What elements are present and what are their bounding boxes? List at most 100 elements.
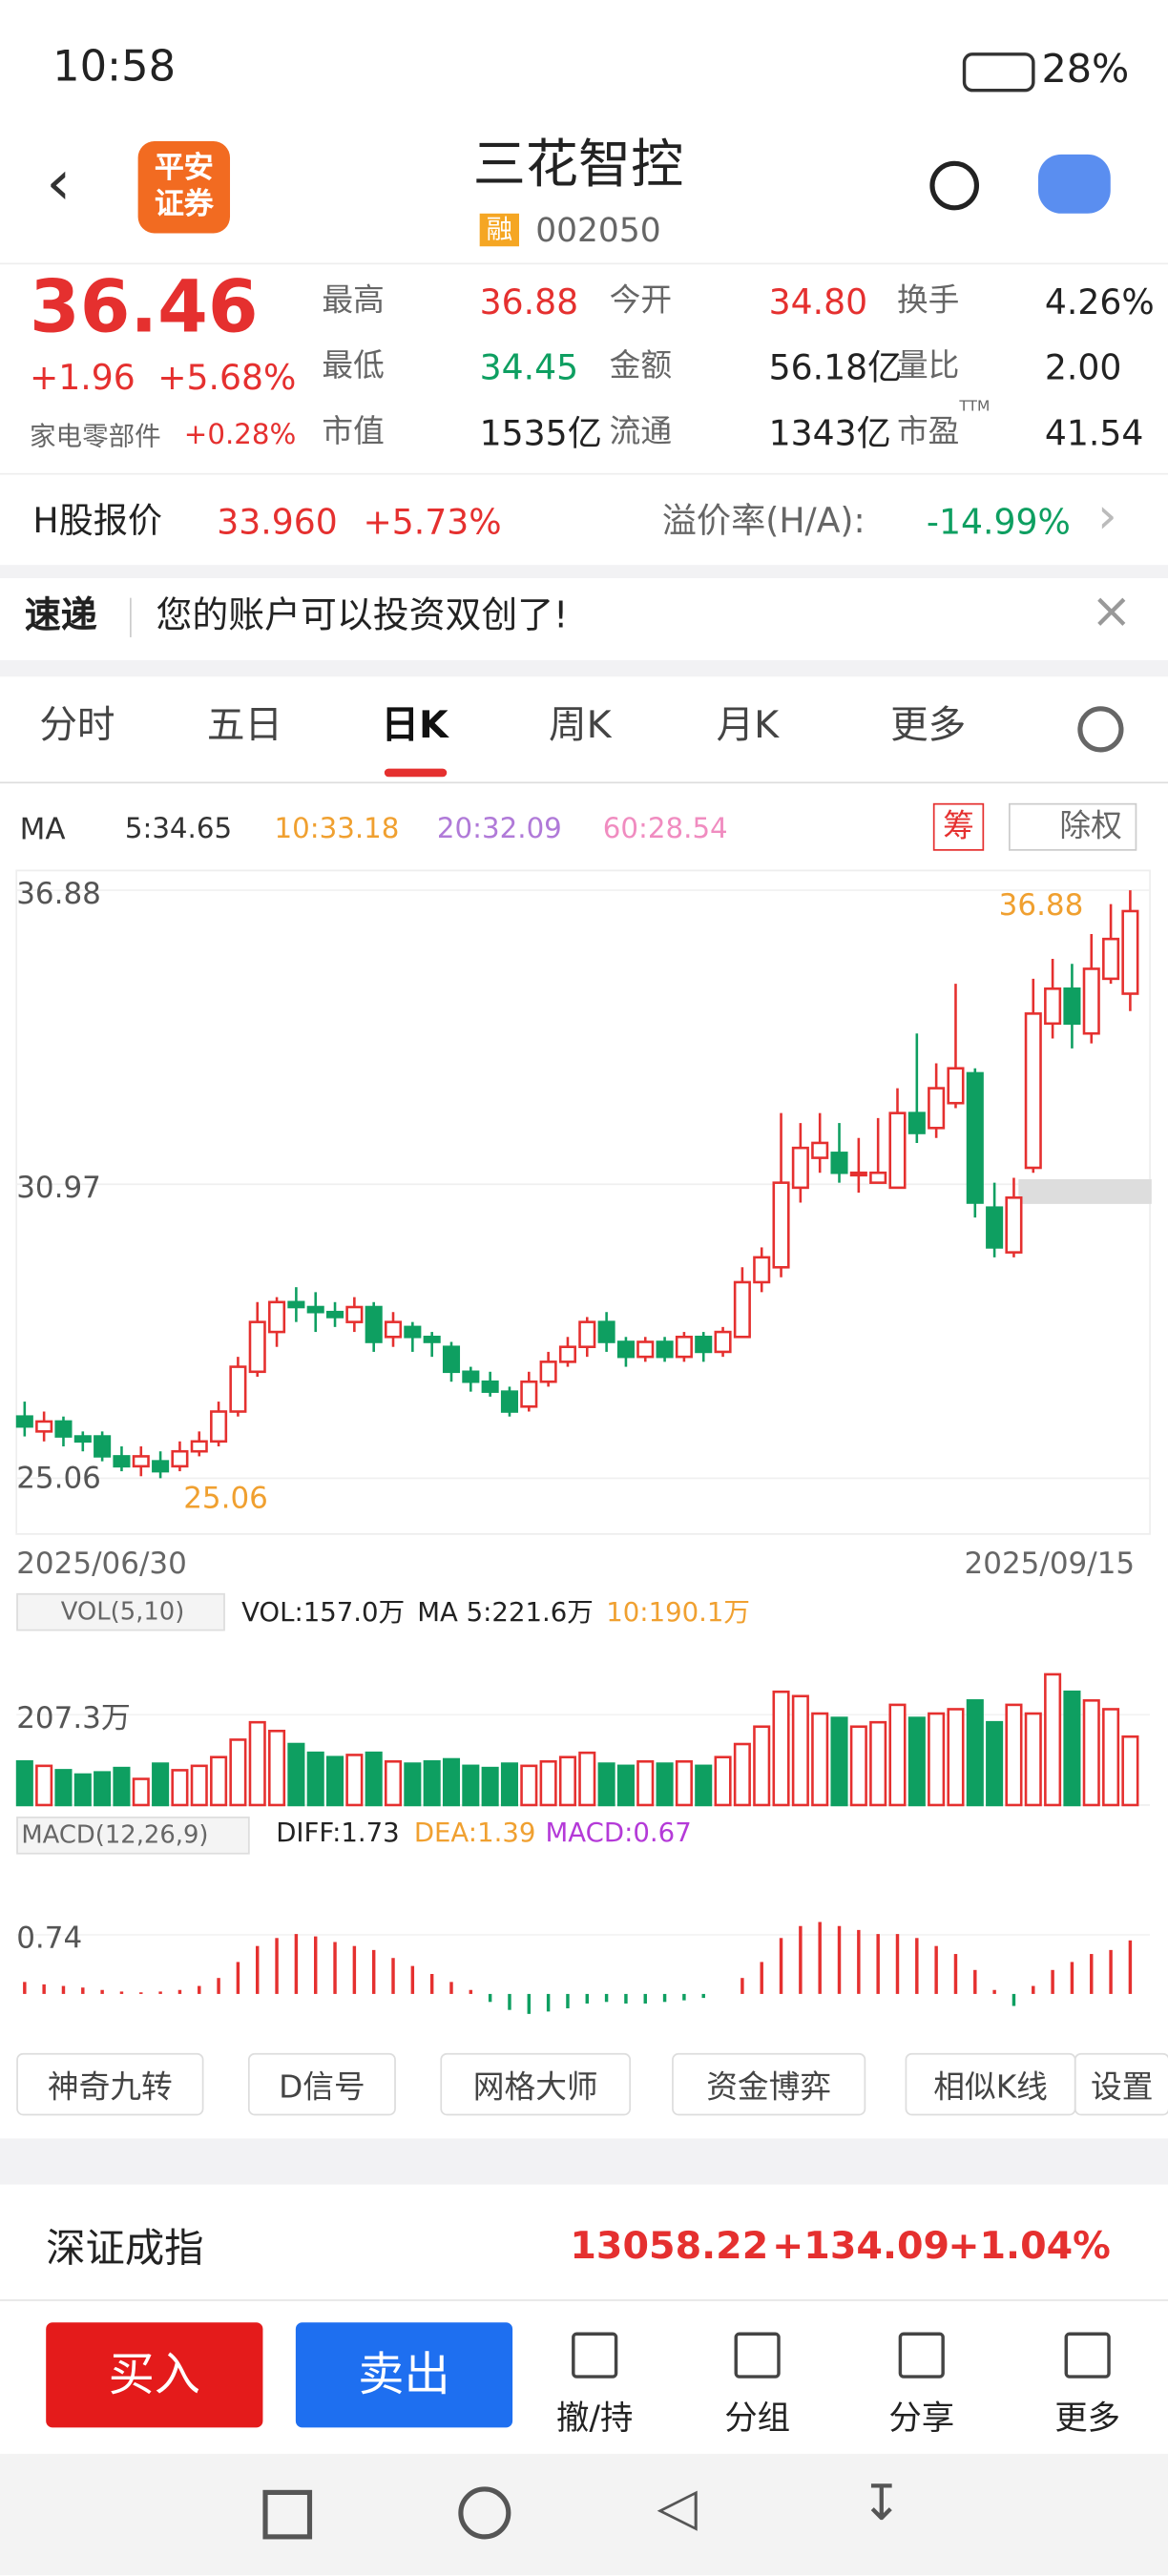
vol-bar [113,1766,131,1807]
code[interactable]: 002050 [535,210,661,250]
divider [0,565,1168,578]
divider [0,660,1168,677]
candle-body [675,1335,693,1359]
tool[interactable]: 资金博弈 [672,2052,866,2116]
candle-body [35,1420,53,1433]
candle-body [132,1455,150,1468]
back[interactable]: ‹ [46,146,72,218]
candle-body [791,1146,809,1190]
exright[interactable]: 除权 [1009,802,1137,851]
vol-bar [481,1766,499,1807]
vol-bar [656,1762,674,1807]
settings[interactable] [1077,706,1124,753]
candle-body [500,1390,519,1413]
vol-bar [306,1751,324,1807]
vol-bar [54,1769,73,1807]
notice-text[interactable]: 您的账户可以投资双创了! [156,595,569,637]
candle-body [113,1455,131,1468]
tab[interactable]: 月K [716,704,780,748]
vol-bar [500,1762,519,1807]
vol-bar [714,1755,732,1807]
vol-bar [636,1759,655,1807]
stat-value: 2.00 [1044,347,1122,388]
candle-body [306,1305,324,1314]
candle-body [268,1300,286,1334]
vol-bar [1044,1672,1062,1807]
vol-bar [1005,1703,1023,1807]
premium-label: 溢价率(H/A): [661,501,866,541]
action[interactable]: 更多 [1054,2398,1121,2438]
h-label: H股报价 [32,501,163,541]
chevron[interactable]: › [1096,488,1117,546]
tool[interactable]: 网格大师 [440,2052,632,2116]
candle-body [1024,1012,1042,1170]
vol-label[interactable]: VOL(5,10) [16,1592,226,1631]
ma-value: 10:33.18 [274,813,400,846]
vol-bar [772,1690,790,1807]
action-icon[interactable] [572,2332,618,2379]
tool[interactable]: D信号 [247,2052,396,2116]
candle-body [558,1345,576,1363]
tab[interactable]: 日K [381,704,448,748]
nav-recent[interactable] [262,2489,313,2540]
stat-value: 41.54 [1044,413,1144,454]
h-price: 33.960 [217,502,338,543]
y-tick-label: 36.88 [16,877,101,911]
sell[interactable]: 卖出 [295,2322,513,2428]
logo-line: 证券 [154,187,214,222]
action[interactable]: 撤/持 [555,2398,634,2438]
buy[interactable]: 买入 [46,2322,263,2428]
macd-label[interactable]: MACD(12,26,9) [16,1817,250,1855]
tool[interactable]: 神奇九转 [16,2052,204,2116]
ttm: TTM [959,399,991,416]
close[interactable]: × [1091,583,1133,641]
divider [0,262,1168,265]
date-end: 2025/09/15 [964,1547,1136,1582]
candle-body [811,1141,829,1159]
candle-body [849,1171,867,1177]
vol-bar [928,1712,946,1807]
y-tick-label: 25.06 [16,1462,101,1496]
tool[interactable]: 设置 [1074,2052,1168,2116]
vol-bar [326,1755,344,1807]
candle-body [1005,1196,1023,1254]
tab[interactable]: 更多 [890,704,967,748]
vol-bar [597,1762,615,1807]
search[interactable] [929,160,980,211]
action[interactable]: 分享 [888,2398,955,2438]
vol-bar [1121,1735,1139,1807]
assistant[interactable] [1038,154,1111,214]
vol-bar [384,1759,403,1807]
vol-bar [152,1762,170,1807]
action[interactable]: 分组 [724,2398,791,2438]
vol-bar [616,1764,635,1807]
stat-label: 流通 [609,413,673,450]
vol-bar [966,1699,984,1807]
tool[interactable]: 相似K线 [905,2052,1076,2116]
nav-menu[interactable]: ↧ [861,2475,903,2533]
vol-bar [986,1720,1004,1807]
index-value: 13058.22 [570,2225,769,2269]
stat-value: 1535亿 [479,413,602,454]
nav-home[interactable] [458,2486,511,2540]
action-icon[interactable] [734,2332,781,2379]
nav-back[interactable]: ◁ [657,2475,698,2538]
chip[interactable]: 筹 [932,802,985,851]
tab[interactable]: 分时 [39,704,115,748]
macd-value: MACD:0.67 [545,1817,692,1848]
vol-bar [35,1764,53,1807]
tab[interactable]: 五日 [206,704,283,748]
vol-bar [404,1762,422,1807]
candle-body [326,1310,344,1319]
action-icon[interactable] [898,2332,945,2379]
vol-bar [248,1720,266,1807]
candle-body [171,1449,189,1468]
sector-pct: +0.28% [183,418,297,452]
action-icon[interactable] [1064,2332,1111,2379]
candle-body [462,1370,480,1383]
y-tick-label: 30.97 [16,1171,101,1205]
stat-label: 换手 [896,282,960,319]
tab[interactable]: 周K [548,704,612,748]
stat-value: 36.88 [479,282,579,322]
